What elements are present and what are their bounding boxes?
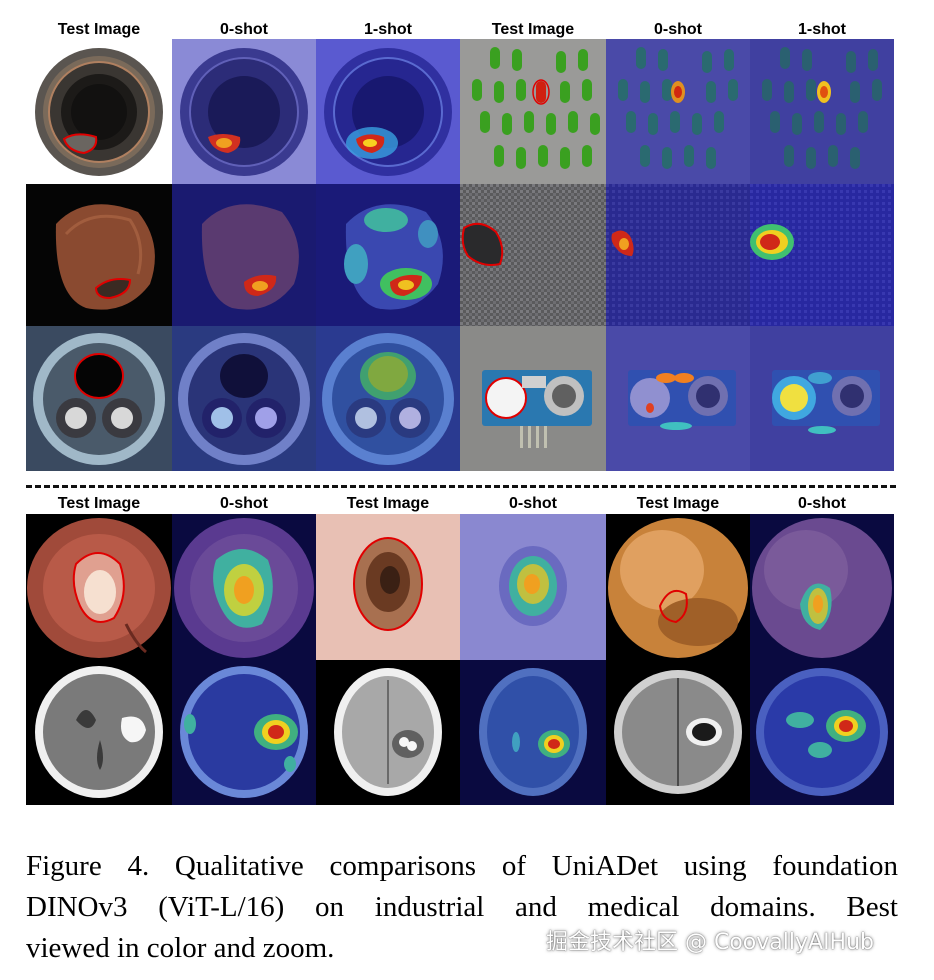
brain-mri-test-image xyxy=(316,660,460,805)
bottle-test-image xyxy=(26,39,172,184)
colon-test-image xyxy=(26,514,172,660)
header-0-shot-4: 0-shot xyxy=(509,495,557,512)
brain-ct-0-shot-map xyxy=(172,660,316,805)
header-0-shot-3: 0-shot xyxy=(220,495,268,512)
header-1-shot-2: 1-shot xyxy=(798,21,846,38)
caption-line-3: viewed in color and zoom. xyxy=(26,932,335,964)
header-0-shot-1: 0-shot xyxy=(220,21,268,38)
caption-line-2: DINOv3 (ViT-L/16) on industrial and medi… xyxy=(26,891,898,923)
carpet-test-image xyxy=(460,184,606,326)
figure-caption: Figure 4. Qualitative comparisons of Uni… xyxy=(26,846,898,969)
header-0-shot-2: 0-shot xyxy=(654,21,702,38)
header-test-image-5: Test Image xyxy=(636,495,720,512)
carpet-0-shot-map xyxy=(606,184,750,326)
header-test-image-2: Test Image xyxy=(491,21,575,38)
brain-mri-0-shot-map xyxy=(460,660,606,805)
cable-1-shot-map xyxy=(316,326,460,471)
header-1-shot-1: 1-shot xyxy=(364,21,412,38)
header-0-shot-5: 0-shot xyxy=(798,495,846,512)
skin-test-image xyxy=(316,514,460,660)
skin-0-shot-map xyxy=(460,514,606,660)
cable-test-image xyxy=(26,326,172,471)
section-separator xyxy=(26,485,896,488)
bottle-0-shot-map xyxy=(172,39,316,184)
pills-test-image xyxy=(460,39,606,184)
pills-1-shot-map xyxy=(750,39,894,184)
endoscopy-0-shot-map xyxy=(750,514,894,660)
header-test-image-4: Test Image xyxy=(346,495,430,512)
brain-mri-2-test-image xyxy=(606,660,750,805)
brain-ct-test-image xyxy=(26,660,172,805)
header-test-image-3: Test Image xyxy=(57,495,141,512)
brain-mri-2-0-shot-map xyxy=(750,660,894,805)
caption-line-1: Figure 4. Qualitative comparisons of Uni… xyxy=(26,850,898,882)
endoscopy-test-image xyxy=(606,514,750,660)
colon-0-shot-map xyxy=(172,514,316,660)
pcb-test-image xyxy=(460,326,606,471)
pcb-0-shot-map xyxy=(606,326,750,471)
bottle-1-shot-map xyxy=(316,39,460,184)
watermark: 掘金技术社区 @ CoovallyAIHub xyxy=(546,930,875,955)
cable-0-shot-map xyxy=(172,326,316,471)
pcb-1-shot-map xyxy=(750,326,894,471)
header-test-image-1: Test Image xyxy=(57,21,141,38)
hazelnut-0-shot-map xyxy=(172,184,316,326)
hazelnut-test-image xyxy=(26,184,172,326)
carpet-1-shot-map xyxy=(750,184,894,326)
pills-0-shot-map xyxy=(606,39,750,184)
hazelnut-1-shot-map xyxy=(316,184,460,326)
